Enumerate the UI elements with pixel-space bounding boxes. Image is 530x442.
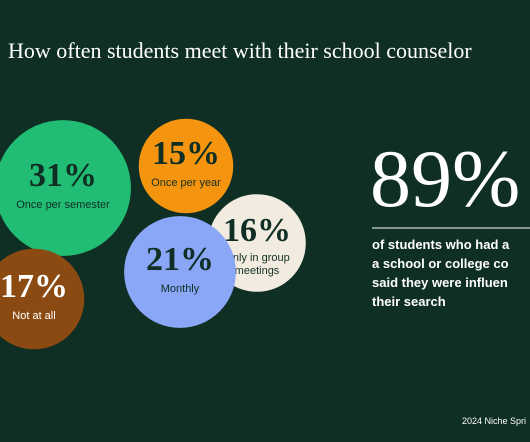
stat-line: a school or college co [372, 256, 509, 271]
bubble [0, 120, 131, 256]
bubble-value: 21% [146, 241, 214, 278]
bubble [138, 118, 234, 214]
bubble-label: Once per semester [16, 199, 110, 211]
stat-line: their search [372, 294, 446, 309]
stat-line: of students who had a [372, 237, 510, 252]
bubble-label: Monthly [161, 283, 200, 295]
bubble [0, 248, 85, 350]
stat-line: said they were influen [372, 275, 508, 290]
footer: 2024 Niche Spri [462, 416, 526, 426]
bubble-label: Not at all [12, 310, 55, 322]
bubble-value: 16% [223, 212, 291, 249]
chart-title: How often students meet with their schoo… [8, 38, 472, 63]
bubbles: 31% Once per semester 15% Once per year 16% O… [0, 118, 306, 350]
bubble-value: 17% [0, 268, 68, 305]
stat-value: 89% [370, 133, 520, 224]
bubble [124, 216, 236, 328]
bubble-label: Once per year [151, 177, 221, 189]
bubble-value: 15% [152, 135, 220, 172]
bubble-value: 31% [29, 157, 97, 194]
bubble-label: Only in group meetings [224, 252, 289, 277]
